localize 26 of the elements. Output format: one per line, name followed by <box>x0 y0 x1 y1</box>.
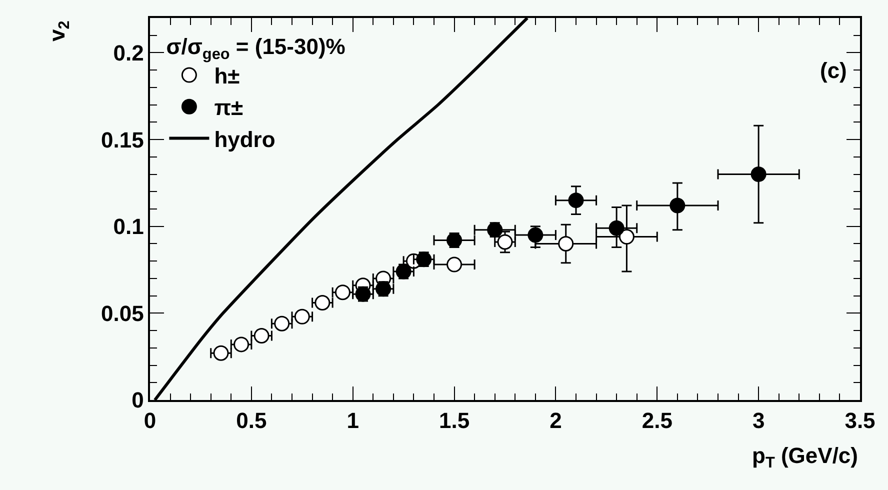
x-tick-label: 3.5 <box>844 408 876 434</box>
y-tick-label: 0.15 <box>101 127 144 152</box>
point <box>497 234 513 250</box>
y-tick-label: 0 <box>132 388 144 413</box>
x-tick-label: 3 <box>752 408 765 434</box>
point <box>528 227 544 243</box>
legend-label: π± <box>214 95 244 120</box>
x-tick-label: 0.5 <box>236 408 267 434</box>
x-tick-label: 2 <box>550 408 562 434</box>
point <box>670 198 686 214</box>
y-tick-label: 0.1 <box>113 214 144 240</box>
legend-title: σ/σ$_{geo}$ = (15-30)% <box>166 34 346 63</box>
point <box>608 220 624 236</box>
legend-label: hydro <box>214 126 276 152</box>
point <box>618 229 634 245</box>
point <box>558 236 574 252</box>
x-tick-label: 1.5 <box>438 408 470 434</box>
x-tick-label: 2.5 <box>642 408 672 434</box>
point <box>568 192 584 208</box>
point <box>750 166 766 182</box>
x-tick-label: 1 <box>346 408 359 434</box>
x-axis-title: p$_{T}$ (GeV/c) <box>752 443 858 472</box>
y-tick-label: 0.2 <box>113 40 144 66</box>
legend-label: h± <box>214 64 240 89</box>
annotation: (c) <box>820 58 847 83</box>
y-tick-label: 0.05 <box>101 300 144 326</box>
